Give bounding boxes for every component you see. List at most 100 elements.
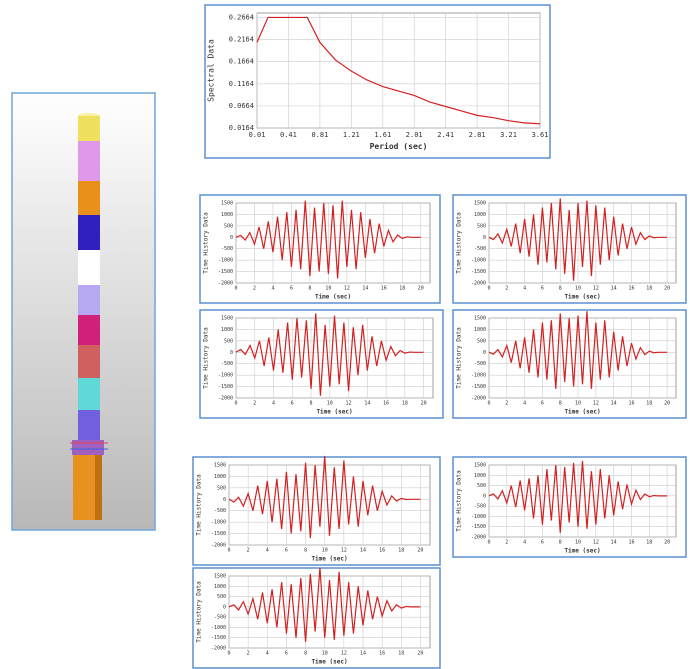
y-tick-label: -1500 bbox=[211, 531, 226, 537]
y-tick-label: 0 bbox=[483, 493, 486, 499]
x-tick-label: 0.81 bbox=[311, 131, 328, 139]
chart: -2000-1500-1000-500050010001500024681012… bbox=[453, 457, 686, 557]
x-tick-label: 16 bbox=[381, 286, 387, 292]
y-tick-label: -1000 bbox=[218, 258, 233, 264]
x-tick-label: 12 bbox=[593, 286, 599, 292]
chart: -2000-1500-1000-500050010001500024681012… bbox=[200, 310, 443, 418]
y-tick-label: 0 bbox=[223, 604, 226, 610]
chart: -2000-1500-1000-500050010001500024681012… bbox=[193, 456, 440, 565]
x-tick-label: 18 bbox=[646, 540, 652, 546]
x-tick-label: 16 bbox=[383, 401, 389, 407]
y-tick-label: 500 bbox=[477, 338, 486, 344]
x-tick-label: 18 bbox=[402, 401, 408, 407]
x-tick-label: 0 bbox=[234, 401, 237, 407]
x-tick-label: 2.41 bbox=[437, 131, 454, 139]
x-tick-label: 18 bbox=[398, 651, 404, 657]
y-tick-label: 1500 bbox=[474, 463, 486, 469]
y-tick-label: 500 bbox=[224, 338, 233, 344]
y-tick-label: -1000 bbox=[471, 514, 486, 520]
y-tick-label: -2000 bbox=[211, 543, 226, 549]
x-tick-label: 8 bbox=[559, 286, 562, 292]
x-tick-label: 1.21 bbox=[343, 131, 360, 139]
y-tick-label: 1000 bbox=[474, 327, 486, 333]
x-tick-label: 6 bbox=[285, 548, 288, 554]
chart: -2000-1500-1000-500050010001500024681012… bbox=[200, 195, 440, 303]
x-tick-label: 8 bbox=[304, 548, 307, 554]
x-axis-label: Time (sec) bbox=[315, 294, 351, 301]
x-tick-label: 6 bbox=[541, 401, 544, 407]
y-tick-label: 0.2664 bbox=[229, 13, 254, 21]
x-tick-label: 2.81 bbox=[469, 131, 486, 139]
x-tick-label: 10 bbox=[325, 286, 331, 292]
y-tick-label: 0 bbox=[223, 497, 226, 503]
y-tick-label: 1500 bbox=[221, 201, 233, 207]
x-tick-label: 2 bbox=[505, 286, 508, 292]
x-tick-label: 12 bbox=[593, 401, 599, 407]
figure: 0.01640.06640.11640.16640.21640.26640.01… bbox=[0, 0, 690, 669]
y-axis-label: Spectral Data bbox=[207, 39, 216, 102]
y-tick-label: -2000 bbox=[218, 396, 233, 402]
y-tick-label: -500 bbox=[474, 504, 486, 510]
y-tick-label: 0.2164 bbox=[229, 36, 254, 44]
x-tick-label: 14 bbox=[611, 540, 617, 546]
x-tick-label: 18 bbox=[646, 401, 652, 407]
y-tick-label: 500 bbox=[224, 223, 233, 229]
x-axis-label: Time (sec) bbox=[311, 556, 347, 563]
y-tick-label: 1500 bbox=[221, 316, 233, 322]
x-tick-label: 0.01 bbox=[249, 131, 266, 139]
x-tick-label: 14 bbox=[360, 651, 366, 657]
x-tick-label: 8 bbox=[559, 401, 562, 407]
x-tick-label: 4 bbox=[523, 401, 526, 407]
x-tick-label: 10 bbox=[322, 548, 328, 554]
y-tick-label: 1500 bbox=[474, 316, 486, 322]
x-tick-label: 6 bbox=[285, 651, 288, 657]
y-tick-label: 1000 bbox=[474, 473, 486, 479]
y-tick-label: -2000 bbox=[471, 535, 486, 541]
x-tick-label: 18 bbox=[398, 548, 404, 554]
chart: -2000-1500-1000-500050010001500024681012… bbox=[453, 195, 686, 303]
chart: -2000-1500-1000-500050010001500024681012… bbox=[193, 568, 440, 668]
x-tick-label: 0 bbox=[487, 286, 490, 292]
x-axis-label: Time (sec) bbox=[564, 548, 600, 555]
x-tick-label: 0 bbox=[487, 401, 490, 407]
y-tick-label: 500 bbox=[217, 594, 226, 600]
x-tick-label: 20 bbox=[421, 401, 427, 407]
x-tick-label: 20 bbox=[417, 651, 423, 657]
y-tick-label: 500 bbox=[477, 223, 486, 229]
x-tick-label: 8 bbox=[559, 540, 562, 546]
y-tick-label: 1000 bbox=[474, 212, 486, 218]
x-tick-label: 14 bbox=[362, 286, 368, 292]
plot-area bbox=[489, 203, 676, 283]
y-tick-label: 500 bbox=[477, 483, 486, 489]
y-tick-label: 1000 bbox=[221, 327, 233, 333]
y-tick-label: 0 bbox=[230, 235, 233, 241]
x-tick-label: 0 bbox=[234, 286, 237, 292]
column-model bbox=[12, 93, 155, 530]
x-tick-label: 20 bbox=[664, 286, 670, 292]
y-tick-label: -500 bbox=[474, 246, 486, 252]
y-tick-label: -500 bbox=[214, 615, 226, 621]
x-tick-label: 3.21 bbox=[500, 131, 517, 139]
x-tick-label: 12 bbox=[341, 548, 347, 554]
x-axis-label: Time (sec) bbox=[564, 409, 600, 416]
x-tick-label: 4 bbox=[271, 286, 274, 292]
y-tick-label: -500 bbox=[221, 246, 233, 252]
x-tick-label: 16 bbox=[628, 401, 634, 407]
y-tick-label: 0 bbox=[483, 235, 486, 241]
y-axis-label: Time History Data bbox=[203, 327, 210, 389]
y-tick-label: 1500 bbox=[474, 201, 486, 207]
x-tick-label: 2 bbox=[247, 548, 250, 554]
x-tick-label: 4 bbox=[266, 651, 269, 657]
y-tick-label: 0.1164 bbox=[229, 80, 254, 88]
y-tick-label: 1000 bbox=[221, 212, 233, 218]
y-tick-label: -1000 bbox=[471, 373, 486, 379]
x-tick-label: 18 bbox=[399, 286, 405, 292]
x-tick-label: 12 bbox=[593, 540, 599, 546]
y-tick-label: 0 bbox=[483, 350, 486, 356]
x-tick-label: 2 bbox=[253, 286, 256, 292]
x-tick-label: 2 bbox=[253, 401, 256, 407]
y-tick-label: -1500 bbox=[211, 635, 226, 641]
x-tick-label: 4 bbox=[272, 401, 275, 407]
plot-area bbox=[257, 13, 540, 128]
